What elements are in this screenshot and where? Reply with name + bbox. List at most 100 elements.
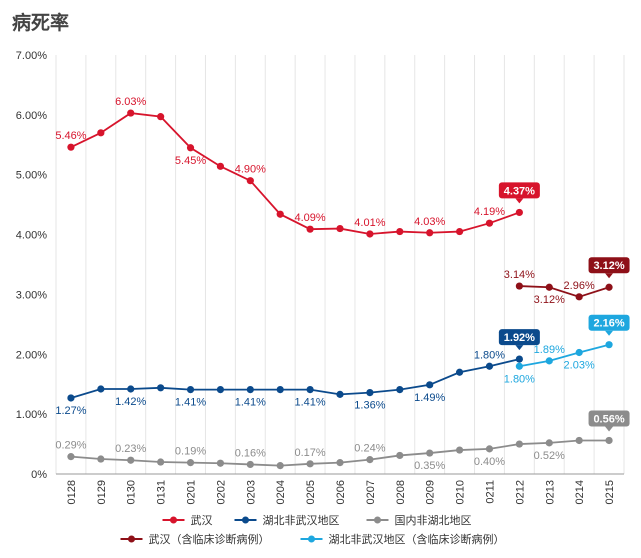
data-point	[515, 208, 523, 217]
data-point	[366, 230, 374, 238]
data-label: 6.03%	[115, 96, 146, 108]
data-label: 4.09%	[295, 212, 326, 224]
data-label: 3.14%	[504, 269, 535, 281]
data-point	[396, 451, 404, 460]
legend-label: 武汉（含临床诊断病例）	[149, 532, 270, 546]
x-tick-label: 0207	[365, 480, 377, 504]
data-label: 0.24%	[354, 443, 385, 455]
callout-badge	[588, 410, 630, 427]
data-point	[545, 283, 553, 291]
data-label: 5.46%	[55, 130, 86, 142]
callout-pointer	[605, 273, 614, 279]
data-point	[216, 162, 225, 170]
callout-badge	[498, 182, 540, 199]
data-point	[396, 227, 404, 236]
x-tick-label: 0209	[425, 480, 437, 504]
data-point	[276, 386, 284, 394]
y-tick-label: 7.00%	[16, 50, 47, 62]
data-point	[186, 144, 195, 152]
y-tick-label: 3.00%	[16, 289, 47, 301]
data-label: 0.23%	[115, 443, 146, 455]
data-label: 5.45%	[175, 155, 206, 167]
chart-title: 病死率	[12, 12, 70, 34]
data-point	[575, 293, 583, 301]
legend-swatch-dot	[374, 516, 381, 524]
data-point	[246, 386, 254, 394]
callout-pointer	[515, 198, 524, 204]
data-point	[306, 460, 314, 468]
data-label: 4.37%	[504, 185, 535, 197]
x-tick-label: 0205	[305, 480, 317, 504]
data-point	[336, 390, 344, 398]
data-label: 2.96%	[564, 280, 595, 292]
data-point	[366, 456, 374, 464]
x-tick-label: 0212	[514, 480, 526, 504]
data-point	[216, 386, 225, 394]
data-point	[426, 381, 434, 389]
data-point	[246, 177, 254, 185]
data-label: 1.80%	[504, 373, 535, 385]
legend-label: 湖北非武汉地区	[263, 514, 340, 527]
x-tick-label: 0201	[186, 480, 198, 504]
x-tick-label: 0129	[96, 480, 108, 504]
data-point	[515, 355, 523, 363]
data-point	[216, 459, 225, 467]
data-point	[246, 460, 254, 469]
data-point	[485, 445, 494, 453]
x-tick-label: 0206	[335, 480, 347, 504]
x-tick-label: 0203	[245, 480, 257, 504]
data-label: 1.92%	[504, 332, 535, 344]
x-tick-label: 0204	[275, 480, 287, 504]
callout-pointer	[605, 426, 614, 432]
x-tick-label: 0211	[484, 480, 496, 504]
data-label: 1.36%	[354, 400, 385, 412]
data-label: 2.16%	[593, 318, 624, 330]
series-line	[70, 358, 520, 399]
data-point	[575, 436, 583, 445]
callout-badge	[498, 329, 540, 346]
callout-badge	[588, 314, 630, 331]
data-label: 4.03%	[414, 216, 445, 228]
y-tick-label: 6.00%	[16, 110, 47, 122]
data-point	[97, 129, 105, 137]
data-label: 3.12%	[593, 260, 624, 272]
data-point	[67, 394, 75, 402]
data-point	[157, 458, 165, 466]
data-point	[67, 143, 75, 151]
data-point	[605, 341, 613, 349]
data-point	[426, 449, 434, 457]
legend-swatch-dot	[170, 516, 177, 524]
data-label: 1.41%	[175, 397, 206, 409]
legend-swatch-dot	[128, 535, 135, 543]
data-point	[157, 113, 165, 121]
data-label: 0.17%	[295, 447, 326, 459]
data-label: 1.41%	[235, 397, 266, 409]
legend-label: 湖北非武汉地区（含临床诊断病例）	[329, 532, 505, 546]
data-point	[485, 219, 494, 227]
data-point	[515, 440, 523, 448]
data-point	[276, 462, 284, 470]
y-tick-label: 0%	[31, 469, 47, 481]
legend-label: 武汉	[191, 514, 213, 527]
x-tick-label: 0131	[156, 480, 168, 504]
data-point	[97, 385, 105, 393]
y-tick-label: 5.00%	[16, 170, 47, 182]
data-point	[127, 456, 135, 464]
data-point	[455, 446, 464, 454]
data-label: 0.16%	[235, 447, 266, 459]
data-label: 1.80%	[474, 349, 505, 361]
y-tick-label: 1.00%	[16, 409, 47, 421]
data-label: 0.35%	[414, 460, 445, 472]
data-point	[186, 459, 195, 467]
data-point	[605, 283, 613, 291]
data-point	[336, 459, 344, 467]
data-point	[127, 385, 135, 393]
data-label: 3.12%	[534, 294, 565, 306]
legend-swatch-dot	[308, 535, 315, 543]
series-line	[519, 285, 610, 298]
data-label: 0.19%	[175, 446, 206, 458]
data-point	[306, 386, 314, 394]
x-tick-label: 0128	[66, 480, 78, 504]
